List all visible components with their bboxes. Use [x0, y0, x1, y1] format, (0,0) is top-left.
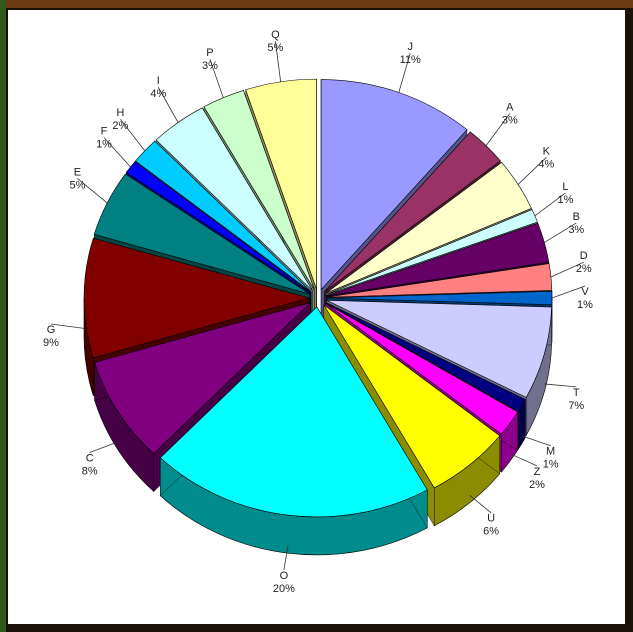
- slice-label: B: [573, 211, 580, 223]
- slice: [159, 306, 428, 518]
- slice-label: E: [74, 166, 81, 178]
- slice-label: F: [101, 126, 108, 138]
- leader-line: [521, 435, 551, 447]
- leader-line: [544, 383, 577, 388]
- slice-label: O: [280, 570, 289, 582]
- slice-label: V: [581, 286, 589, 298]
- slice: [83, 237, 311, 359]
- slice-label: Z: [534, 466, 541, 478]
- slice-label: L: [562, 181, 568, 193]
- slice: [325, 302, 519, 435]
- slice: [326, 290, 553, 306]
- slice-value-label: 4%: [150, 88, 166, 100]
- border-top: [0, 0, 633, 8]
- slice-value-label: 3%: [202, 60, 218, 72]
- slice: [245, 78, 317, 290]
- slice: [93, 173, 311, 295]
- leader-line: [551, 285, 586, 299]
- slice-value-label: 5%: [267, 42, 283, 54]
- slice-value-label: 9%: [43, 337, 59, 349]
- border-left: [0, 0, 6, 632]
- slice-value-label: 2%: [576, 263, 592, 275]
- slice-value-label: 1%: [543, 459, 559, 471]
- leader-line: [534, 192, 566, 217]
- slice-value-label: 3%: [502, 114, 518, 126]
- slice-label: M: [546, 446, 555, 458]
- leader-line: [209, 59, 224, 98]
- slice: [323, 304, 501, 489]
- slice: [94, 302, 311, 454]
- slice-label: I: [157, 75, 160, 87]
- slice-label: U: [487, 513, 495, 525]
- leader-line: [157, 87, 179, 123]
- slice-label: T: [573, 387, 580, 399]
- slice-label: D: [580, 250, 588, 262]
- leader-line: [485, 113, 511, 146]
- slice-value-label: 2%: [112, 120, 128, 132]
- slice: [320, 79, 468, 291]
- slice-value-label: 3%: [568, 224, 584, 236]
- leader-line: [398, 53, 411, 93]
- slice-label: P: [206, 47, 213, 59]
- slice-label: A: [506, 101, 514, 113]
- slice: [326, 263, 553, 298]
- slice-value-label: 1%: [558, 194, 574, 206]
- leader-line: [509, 453, 538, 467]
- leader-line: [283, 545, 289, 571]
- slice-value-label: 20%: [273, 583, 295, 595]
- slice-label: H: [116, 107, 124, 119]
- slice: [125, 161, 311, 293]
- leader-line: [544, 222, 577, 243]
- leader-line: [89, 441, 119, 453]
- slice-label: G: [47, 324, 56, 336]
- slice: [155, 107, 313, 292]
- slice-value-label: 5%: [69, 179, 85, 191]
- slice: [325, 302, 526, 412]
- slice-value-label: 1%: [577, 299, 593, 311]
- leader-line: [274, 41, 282, 82]
- slice-value-label: 6%: [483, 526, 499, 538]
- slice-value-label: 11%: [400, 54, 421, 66]
- leader-line: [550, 261, 584, 278]
- leader-line: [469, 494, 492, 514]
- slice: [326, 299, 552, 398]
- slice-label: K: [543, 145, 551, 157]
- slice-label: C: [86, 452, 94, 464]
- slice-value-label: 2%: [529, 479, 545, 491]
- leader-line: [103, 137, 131, 168]
- slice-value-label: 7%: [568, 400, 584, 412]
- slice-value-label: 8%: [82, 465, 98, 477]
- leader-line: [517, 157, 547, 185]
- slice-value-label: 1%: [96, 139, 112, 151]
- leader-line: [77, 178, 108, 204]
- slice: [325, 161, 532, 294]
- leader-line: [50, 323, 85, 329]
- slice-label: Q: [271, 29, 280, 41]
- slice-label: J: [407, 41, 413, 53]
- slice-value-label: 4%: [538, 158, 554, 170]
- leader-line: [120, 119, 146, 152]
